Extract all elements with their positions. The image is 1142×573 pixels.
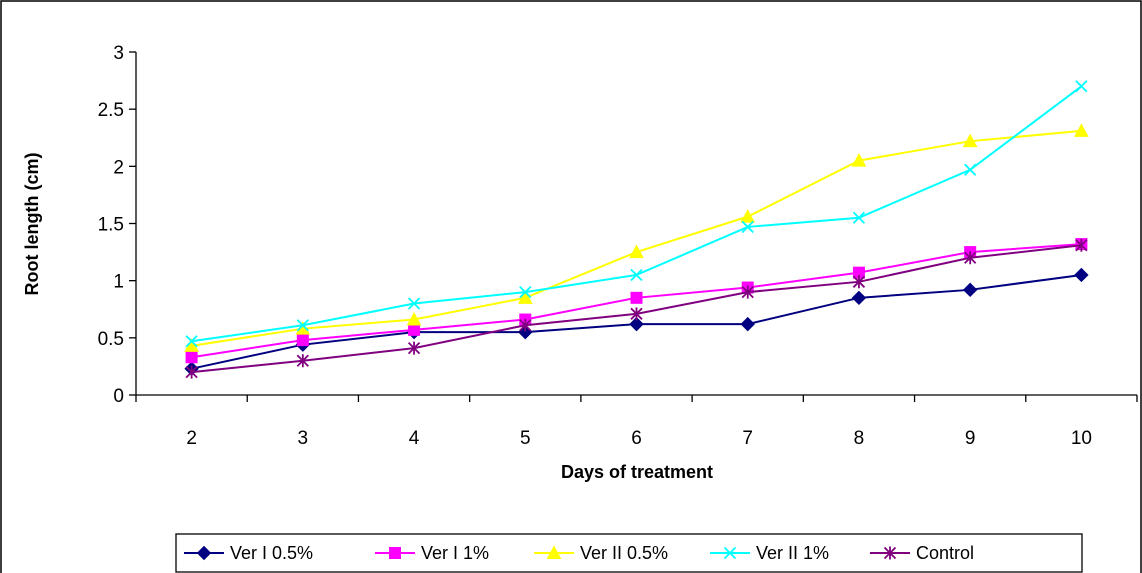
x-tick-label: 8 [854,428,865,449]
data-point [519,318,532,332]
series-2 [184,123,1089,352]
data-point [740,316,755,332]
legend-label: Ver I 0.5% [230,543,313,563]
x-axis-title: Days of treatment [561,462,713,482]
x-tick-label: 10 [1071,428,1092,449]
data-point [296,334,309,347]
data-point [964,251,977,265]
series-3 [185,80,1088,348]
data-point [519,285,532,299]
x-tick-label: 7 [742,428,753,449]
x-tick-label: 5 [520,428,531,449]
data-point [407,297,421,310]
x-tick-label: 4 [409,428,420,449]
legend-label: Ver II 0.5% [580,543,668,563]
data-point [741,285,754,299]
data-point [723,546,737,560]
data-point [964,163,977,176]
data-point [630,307,643,321]
data-point [185,335,198,348]
data-point [296,354,309,368]
y-tick-label: 2 [113,157,124,178]
data-point [962,282,978,298]
y-axis-title: Root length (cm) [22,153,42,296]
y-tick-label: 0.5 [98,329,124,350]
x-axis: 2 3 4 5 6 7 8 9 10 [135,394,1138,449]
legend-item-2: Ver II 0.5% [534,543,668,563]
y-tick-label: 1 [113,272,124,293]
data-point [629,244,644,259]
y-tick-label: 2.5 [98,100,124,121]
data-point [406,311,422,326]
data-point [296,319,309,332]
legend-box [175,533,1083,573]
data-point [1074,267,1089,283]
data-point [629,316,644,332]
data-point [389,547,401,559]
legend-item-1: Ver I 1% [375,543,489,563]
data-point [407,341,421,355]
data-point [196,545,212,561]
x-tick-label: 9 [965,428,976,449]
legend-item-4: Control [870,543,974,563]
data-point [741,220,754,234]
legend-label: Ver I 1% [421,543,489,563]
y-axis: 0 0.5 1 1.5 2 2.5 3 [98,43,137,407]
legend-label: Control [916,543,974,563]
data-point [962,133,978,148]
data-point [1075,80,1088,93]
x-tick-label: 6 [631,428,642,449]
legend-item-0: Ver I 0.5% [184,543,313,563]
data-point [852,275,866,289]
data-point [517,290,533,304]
legend: Ver I 0.5% Ver I 1% Ver II 0.5% Ver II 1% Co… [175,533,1083,573]
data-point [185,365,198,379]
series-layer [184,80,1089,379]
y-tick-label: 0 [113,386,124,407]
legend-label: Ver II 1% [756,543,829,563]
data-point [852,211,866,224]
series-4 [185,238,1088,379]
data-point [740,209,756,223]
data-point [546,545,562,559]
data-point [630,268,643,282]
data-point [408,323,421,336]
data-point [185,351,198,364]
data-point [851,153,867,167]
y-tick-label: 1.5 [98,215,124,236]
y-tick-label: 3 [113,43,124,64]
data-point [883,546,897,560]
legend-item-3: Ver II 1% [710,543,829,563]
data-point [630,291,643,304]
x-tick-label: 2 [186,428,197,449]
data-point [851,290,867,306]
x-tick-label: 3 [298,428,309,449]
data-point [1074,123,1089,137]
data-point [1075,238,1088,252]
